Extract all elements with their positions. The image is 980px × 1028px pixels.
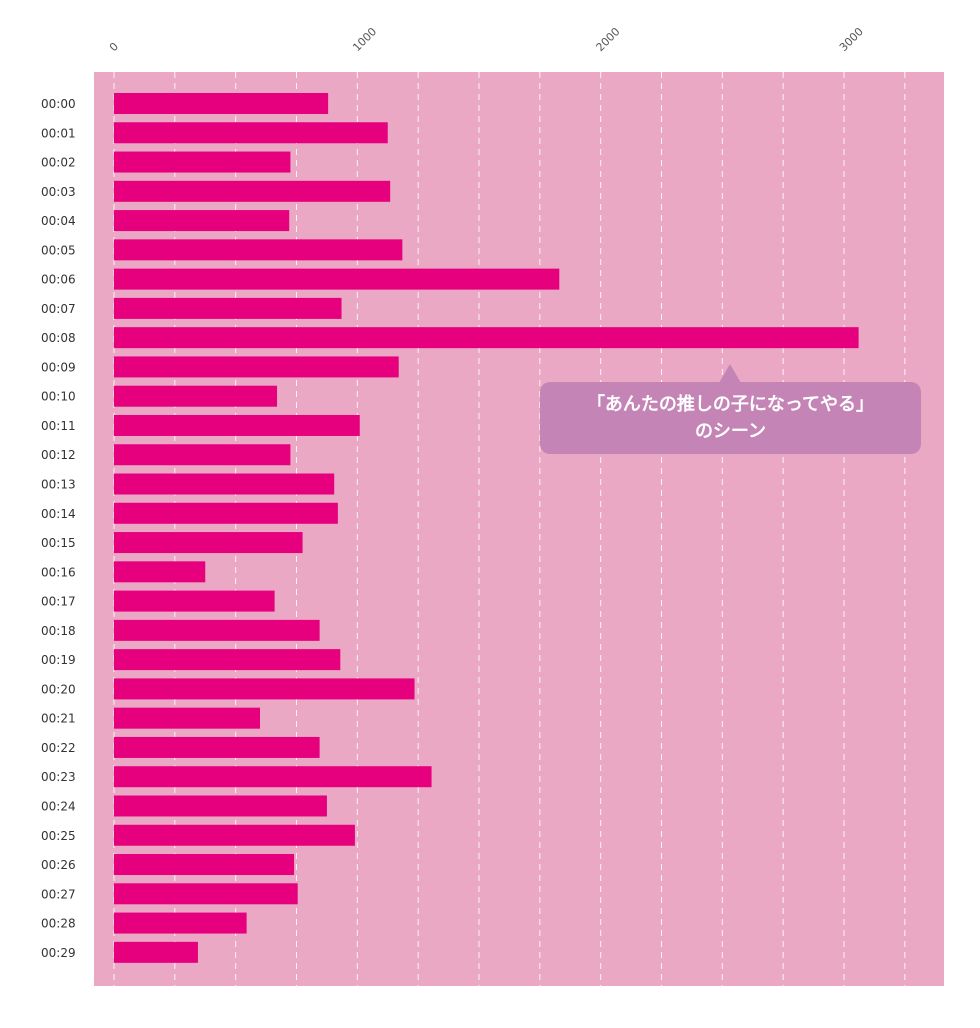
bar xyxy=(114,297,342,319)
y-category-label: 00:11 xyxy=(41,419,76,433)
bar xyxy=(114,180,391,202)
x-tick-label: 0 xyxy=(107,40,121,54)
bar xyxy=(114,883,298,905)
bar xyxy=(114,532,303,554)
bar xyxy=(114,736,320,758)
bar xyxy=(114,590,275,612)
y-category-label: 00:14 xyxy=(41,507,76,521)
x-tick-label: 3000 xyxy=(837,25,866,54)
y-category-label: 00:18 xyxy=(41,624,76,638)
bar xyxy=(114,444,291,466)
bar xyxy=(114,502,338,524)
y-category-label: 00:27 xyxy=(41,887,76,901)
bar xyxy=(114,766,432,788)
bar xyxy=(114,385,278,407)
y-category-label: 00:13 xyxy=(41,478,76,492)
y-category-label: 00:26 xyxy=(41,858,76,872)
bar xyxy=(114,93,329,114)
bar xyxy=(114,561,206,583)
bar xyxy=(114,414,360,436)
y-category-label: 00:17 xyxy=(41,595,76,609)
callout-pointer xyxy=(719,364,741,383)
bar xyxy=(114,151,291,173)
y-category-label: 00:22 xyxy=(41,741,76,755)
bar xyxy=(114,122,388,144)
y-category-label: 00:25 xyxy=(41,829,76,843)
x-tick-label: 1000 xyxy=(350,25,379,54)
bar xyxy=(114,854,295,876)
x-tick-label: 2000 xyxy=(594,25,623,54)
bar xyxy=(114,824,355,846)
bar xyxy=(114,678,415,700)
y-category-label: 00:04 xyxy=(41,214,76,228)
bar xyxy=(114,239,403,261)
y-category-label: 00:03 xyxy=(41,185,76,199)
bar xyxy=(114,268,560,290)
y-category-label: 00:05 xyxy=(41,243,76,257)
bar xyxy=(114,649,341,671)
y-category-label: 00:01 xyxy=(41,126,76,140)
bar xyxy=(114,619,320,641)
plot-area xyxy=(94,72,944,986)
bar xyxy=(114,327,859,349)
y-category-label: 00:20 xyxy=(41,682,76,696)
y-category-label: 00:19 xyxy=(41,653,76,667)
y-category-label: 00:07 xyxy=(41,302,76,316)
y-category-label: 00:02 xyxy=(41,156,76,170)
y-category-label: 00:16 xyxy=(41,565,76,579)
y-category-label: 00:23 xyxy=(41,770,76,784)
bar xyxy=(114,941,198,963)
y-category-label: 00:15 xyxy=(41,536,76,550)
bar xyxy=(114,795,327,817)
scene-annotation-callout: 「あんたの推しの子になってやる」 のシーン xyxy=(540,382,921,454)
bar xyxy=(114,210,290,232)
bar xyxy=(114,707,260,729)
y-category-label: 00:21 xyxy=(41,712,76,726)
y-category-label: 00:09 xyxy=(41,360,76,374)
y-category-label: 00:00 xyxy=(41,97,76,111)
bar xyxy=(114,912,247,934)
callout-line-2: のシーン xyxy=(694,421,767,442)
y-category-label: 00:29 xyxy=(41,946,76,960)
y-category-label: 00:08 xyxy=(41,331,76,345)
y-category-label: 00:24 xyxy=(41,799,76,813)
bar xyxy=(114,473,335,495)
y-category-label: 00:28 xyxy=(41,917,76,931)
y-category-label: 00:12 xyxy=(41,448,76,462)
y-category-label: 00:10 xyxy=(41,390,76,404)
callout-line-1: 「あんたの推しの子になってやる」 xyxy=(586,394,875,415)
bar xyxy=(114,356,399,378)
y-category-label: 00:06 xyxy=(41,273,76,287)
